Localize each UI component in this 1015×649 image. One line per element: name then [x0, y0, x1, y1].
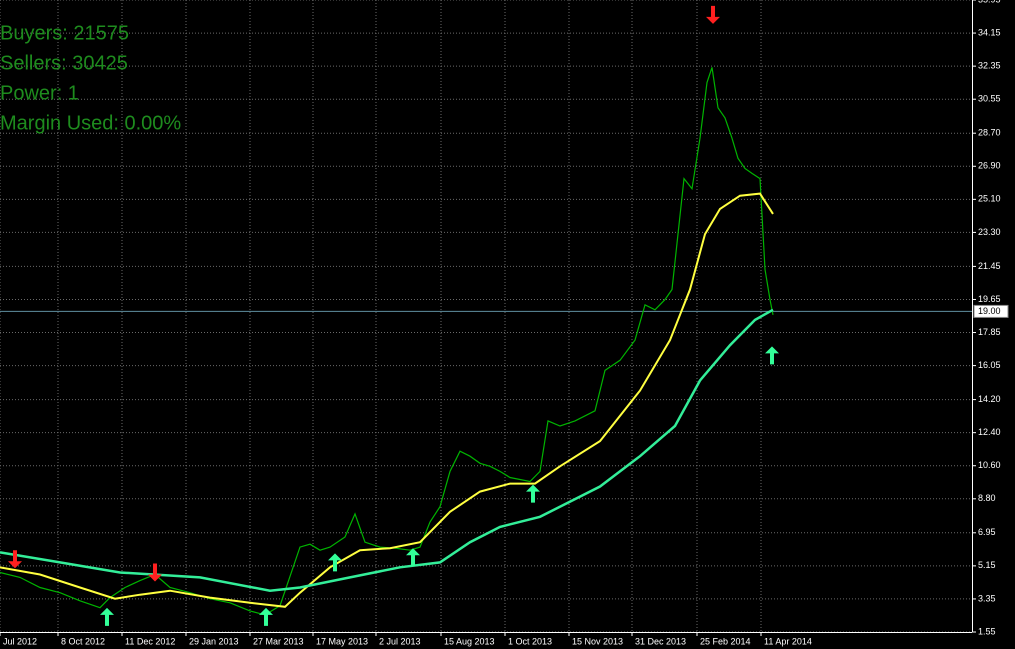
series-line: [0, 192, 774, 608]
x-tick-label: 27 Mar 2013: [253, 636, 304, 646]
x-tick-label: 11 Dec 2012: [125, 636, 175, 646]
buy-arrow: [765, 346, 779, 365]
y-tick-label: 21.45: [978, 261, 1001, 271]
y-tick-label: 34.15: [978, 27, 1001, 37]
x-tick-label: 11 Apr 2014: [764, 636, 812, 646]
info-text: Buyers: 21575: [0, 22, 129, 44]
y-tick-label: 19.65: [978, 294, 1001, 304]
x-tick-label: 31 Dec 2013: [635, 636, 686, 646]
y-tick-label: 12.40: [978, 427, 1001, 437]
buy-arrow: [100, 607, 114, 626]
x-tick-label: 15 Aug 2013: [444, 636, 495, 646]
price-label: 19.00: [978, 306, 1001, 316]
x-tick-label: 2 Jul 2013: [379, 636, 421, 646]
x-tick-label: Jul 2012: [3, 636, 37, 646]
x-tick-label: 8 Oct 2012: [61, 636, 105, 646]
x-tick-label: 15 Nov 2013: [572, 636, 623, 646]
marks: [0, 5, 972, 626]
y-tick-label: 32.35: [978, 61, 1001, 71]
buy-arrow: [406, 548, 420, 567]
info-text: Sellers: 30425: [0, 52, 128, 74]
y-tick-label: 16.05: [978, 360, 1001, 370]
info-text: Margin Used: 0.00%: [0, 112, 181, 134]
y-tick-label: 1.55: [978, 626, 996, 636]
y-tick-label: 17.85: [978, 327, 1001, 337]
y-tick-label: 23.30: [978, 227, 1001, 237]
buy-arrow: [526, 484, 540, 503]
info-text: Power: 1: [0, 82, 79, 104]
series-line: [0, 308, 774, 592]
sell-arrow: [706, 5, 720, 24]
grid: [0, 0, 972, 633]
y-tick-label: 3.35: [978, 593, 996, 603]
y-tick-label: 8.80: [978, 493, 996, 503]
sell-arrow: [8, 550, 22, 569]
x-tick-label: 29 Jan 2013: [189, 636, 239, 646]
buy-arrow: [259, 607, 273, 626]
y-tick-label: 5.15: [978, 560, 996, 570]
y-tick-label: 25.10: [978, 194, 1001, 204]
x-tick-label: 1 Oct 2013: [508, 636, 552, 646]
y-tick-label: 30.55: [978, 94, 1001, 104]
y-tick-label: 6.95: [978, 527, 996, 537]
x-tick-label: 25 Feb 2014: [700, 636, 751, 646]
price-label-box: [973, 304, 1009, 318]
y-tick-label: 28.70: [978, 128, 1001, 138]
y-tick-label: 26.90: [978, 161, 1001, 171]
y-tick-label: 10.60: [978, 460, 1001, 470]
series-line: [0, 67, 774, 616]
y-tick-label: 35.95: [978, 0, 1001, 4]
buy-arrow: [328, 553, 342, 572]
x-tick-label: 17 May 2013: [316, 636, 368, 646]
y-tick-label: 14.20: [978, 394, 1001, 404]
sell-arrow: [148, 563, 162, 582]
